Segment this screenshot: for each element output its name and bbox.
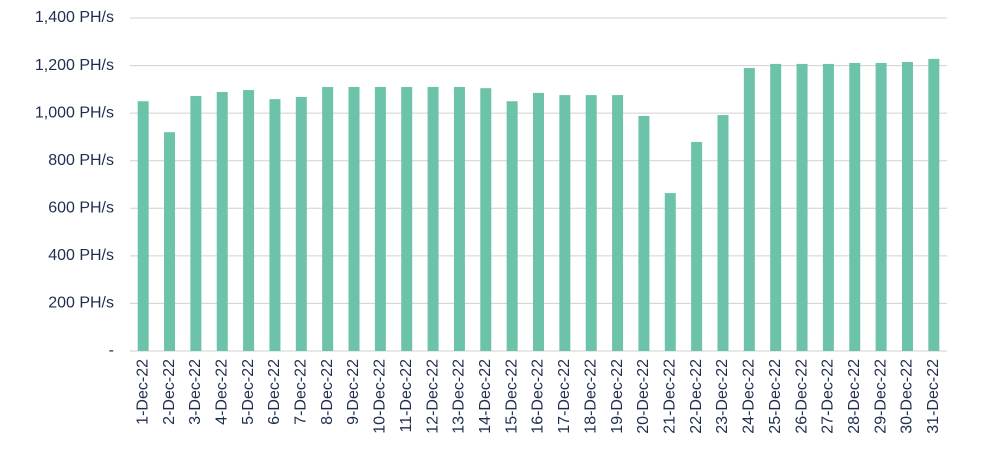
bar: [480, 88, 492, 352]
bar: [743, 67, 755, 351]
x-tick-label: 13-Dec-22: [451, 359, 468, 434]
x-tick-label: 8-Dec-22: [319, 359, 336, 425]
x-tick-label: 19-Dec-22: [609, 359, 626, 434]
x-tick-label: 10-Dec-22: [372, 359, 389, 434]
x-tick-label: 27-Dec-22: [820, 359, 837, 434]
bar: [243, 90, 255, 352]
x-tick-label: 3-Dec-22: [187, 359, 204, 425]
x-tick-label: 31-Dec-22: [925, 359, 942, 434]
bar: [691, 141, 703, 351]
y-tick-label: 200 PH/s: [48, 295, 114, 312]
bar: [506, 101, 518, 351]
bar: [822, 63, 834, 351]
x-tick-label: 26-Dec-22: [793, 359, 810, 434]
x-tick-label: 30-Dec-22: [899, 359, 916, 434]
x-tick-label: 22-Dec-22: [688, 359, 705, 434]
bar: [849, 62, 861, 352]
bar: [190, 96, 202, 351]
bar: [559, 95, 571, 352]
x-tick-label: 9-Dec-22: [345, 359, 362, 425]
bar: [717, 115, 729, 351]
bar: [664, 193, 676, 351]
x-tick-label: 18-Dec-22: [582, 359, 599, 434]
y-tick-label: 1,000 PH/s: [35, 104, 114, 121]
bar: [928, 58, 940, 351]
bar: [137, 101, 149, 351]
bar: [901, 62, 913, 351]
bar: [533, 92, 544, 352]
x-tick-label: 17-Dec-22: [556, 359, 573, 434]
y-tick-label: -: [109, 342, 114, 359]
x-tick-label: 11-Dec-22: [398, 359, 415, 433]
bar: [453, 86, 465, 351]
x-tick-label: 23-Dec-22: [714, 359, 731, 434]
bar: [269, 99, 281, 351]
bar: [401, 86, 413, 351]
bar: [875, 62, 887, 352]
bar: [770, 63, 782, 351]
bar: [348, 86, 360, 351]
bar: [216, 91, 228, 351]
x-tick-label: 15-Dec-22: [503, 359, 520, 434]
x-tick-label: 5-Dec-22: [240, 359, 257, 425]
x-tick-label: 28-Dec-22: [846, 359, 863, 434]
x-tick-label: 1-Dec-22: [134, 359, 151, 425]
bar: [164, 132, 176, 351]
bar: [374, 86, 386, 351]
x-tick-label: 16-Dec-22: [530, 359, 547, 434]
bar: [427, 86, 439, 351]
x-tick-label: 20-Dec-22: [635, 359, 652, 434]
bar: [585, 95, 597, 352]
x-tick-label: 25-Dec-22: [767, 359, 784, 434]
x-tick-label: 12-Dec-22: [424, 359, 441, 434]
x-tick-label: 7-Dec-22: [293, 359, 310, 425]
bar: [322, 86, 334, 351]
bar: [295, 96, 307, 352]
x-tick-label: 4-Dec-22: [213, 359, 230, 425]
x-tick-label: 29-Dec-22: [872, 359, 889, 434]
x-tick-label: 2-Dec-22: [161, 359, 178, 425]
bar: [638, 115, 650, 351]
y-tick-label: 800 PH/s: [48, 152, 114, 169]
y-tick-label: 1,400 PH/s: [35, 9, 114, 26]
bar: [796, 63, 808, 351]
y-tick-label: 1,200 PH/s: [35, 57, 114, 74]
x-tick-label: 21-Dec-22: [661, 359, 678, 434]
y-tick-label: 600 PH/s: [48, 200, 114, 217]
y-tick-label: 400 PH/s: [48, 247, 114, 264]
x-tick-label: 6-Dec-22: [266, 359, 283, 425]
bar: [612, 95, 624, 352]
x-tick-label: 14-Dec-22: [477, 359, 494, 434]
x-tick-label: 24-Dec-22: [741, 359, 758, 434]
